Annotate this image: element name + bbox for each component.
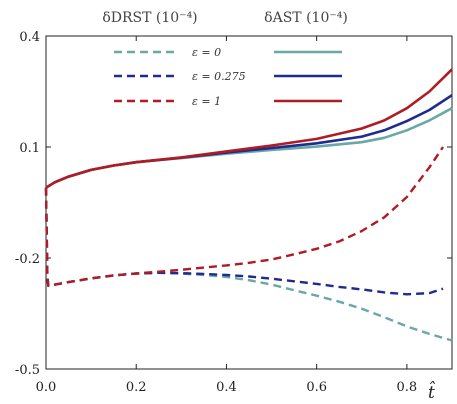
tick-marks	[45, 35, 452, 370]
series-curves	[44, 68, 453, 342]
y-tick-label-0: 0.4	[19, 30, 40, 45]
y-tick-label-2: -0.2	[15, 252, 40, 267]
series-1-ast-line	[45, 94, 453, 189]
x-tick-label-3: 0.6	[306, 380, 327, 395]
column-header-0: δDRST (10⁻⁴)	[102, 10, 197, 26]
series-2-ast-line	[45, 68, 453, 189]
series-1-drst-line	[44, 187, 444, 296]
x-tick-label-1: 0.2	[126, 380, 147, 395]
column-headers: δDRST (10⁻⁴) δAST (10⁻⁴)	[102, 10, 348, 26]
y-tick-label-3: -0.5	[15, 363, 40, 378]
tick-labels: 0.0 0.2 0.4 0.6 0.8 0.4 0.1 -0.2 -0.5	[15, 30, 417, 395]
legend-label-0: ε = 0	[192, 46, 221, 59]
x-tick-label-2: 0.4	[216, 380, 237, 395]
column-header-1: δAST (10⁻⁴)	[264, 10, 348, 26]
x-tick-label-4: 0.8	[397, 380, 418, 395]
series-2-drst-line	[44, 146, 444, 287]
legend-label-1: ε = 0.275	[192, 70, 246, 83]
series-0-drst-line	[44, 187, 453, 342]
y-tick-label-1: 0.1	[19, 141, 40, 156]
legend: ε = 0 ε = 0.275 ε = 1	[114, 46, 342, 108]
x-axis-label: t̂	[428, 381, 435, 403]
legend-label-2: ε = 1	[192, 95, 221, 108]
x-tick-label-0: 0.0	[36, 380, 57, 395]
